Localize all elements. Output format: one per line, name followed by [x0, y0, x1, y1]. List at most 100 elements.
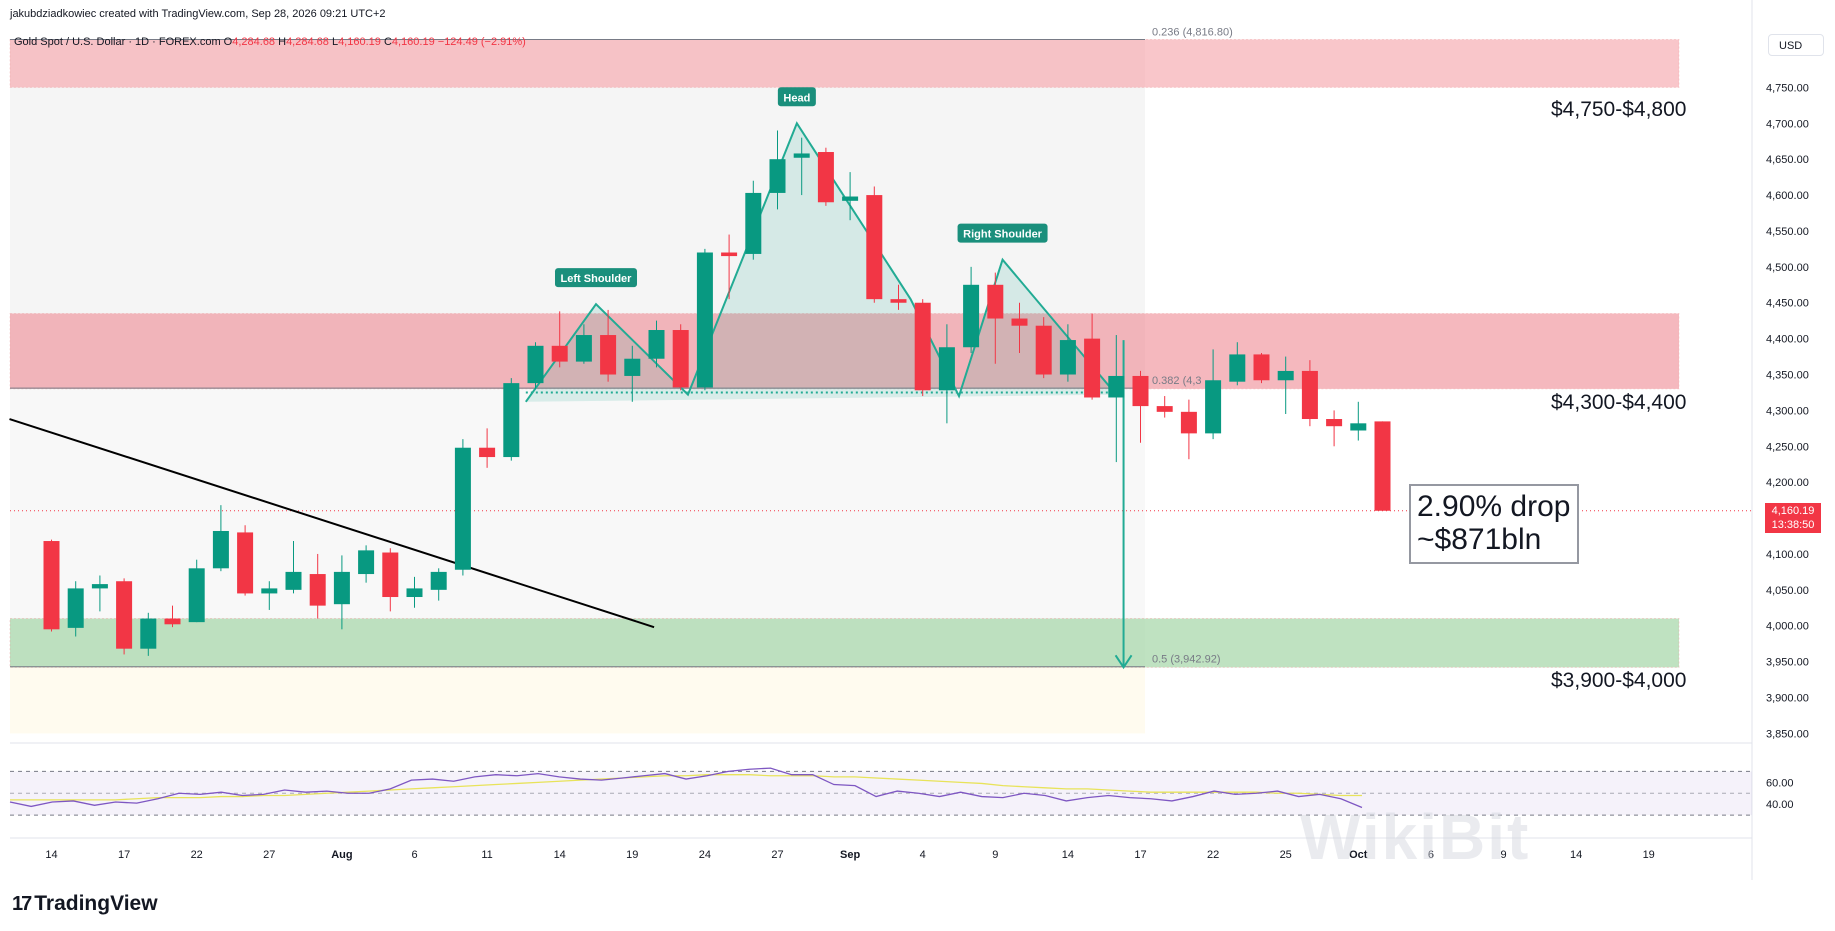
brand-name: TradingView [34, 892, 158, 915]
symbol-legend-part-0: Gold Spot / U.S. Dollar · 1D · FOREX.com [14, 36, 224, 48]
zone-label-bottom: $3,900-$4,000 [1551, 669, 1687, 692]
tradingview-logo-icon: 17 [12, 892, 32, 915]
fib-region-lower [10, 666, 1145, 734]
rsi-ma-line [10, 774, 1362, 801]
candle-body-27 [696, 252, 713, 388]
rsi-tick-0: 60.00 [1766, 777, 1794, 789]
zone-rect-2 [9, 618, 1680, 668]
candle-body-32 [817, 152, 834, 203]
watermark-logo: WikiBit [1300, 801, 1531, 873]
candle-body-17 [454, 447, 471, 570]
symbol-legend-part-2: 4,284.68 [232, 36, 278, 48]
candle-body-12 [333, 571, 350, 605]
x-tick-13: 9 [992, 849, 998, 861]
x-tick-9: 24 [699, 849, 711, 861]
pattern-tag-2: Right Shoulder [963, 229, 1043, 241]
x-tick-12: 4 [920, 849, 926, 861]
candle-body-35 [890, 299, 907, 303]
candle-body-33 [842, 196, 859, 201]
rsi-line [9, 767, 1363, 809]
y-tick-1: 4,700.00 [1766, 118, 1809, 130]
candle-body-47 [1180, 411, 1197, 434]
x-tick-18: Oct [1349, 849, 1368, 861]
y-tick-14: 4,050.00 [1766, 585, 1809, 597]
x-tick-20: 9 [1500, 849, 1506, 861]
candle-body-22 [575, 335, 592, 362]
y-tick-4: 4,550.00 [1766, 226, 1809, 238]
symbol-legend-part-5: L [332, 36, 338, 48]
candle-body-25 [648, 330, 665, 359]
candle-body-28 [721, 252, 738, 257]
candle-body-55 [1374, 421, 1391, 511]
zone-label-middle: $4,300-$4,400 [1551, 391, 1687, 414]
pattern-tag-bg-2 [957, 223, 1048, 243]
trendline [9, 418, 655, 629]
candle-body-49 [1229, 354, 1246, 382]
x-tick-2: 22 [191, 849, 203, 861]
bar-countdown: 13:38:50 [1771, 519, 1815, 531]
symbol-legend-part-8: 4,160.19 [392, 36, 438, 48]
pattern-tag-bg-1 [777, 87, 816, 107]
candle-body-43 [1084, 338, 1101, 398]
candle-body-42 [1059, 340, 1076, 375]
drop-annotation-line1: 2.90% drop [1417, 490, 1571, 523]
candle-body-8 [237, 532, 254, 594]
y-tick-13: 4,100.00 [1766, 549, 1809, 561]
y-tick-2: 4,650.00 [1766, 154, 1809, 166]
y-tick-9: 4,300.00 [1766, 405, 1809, 417]
pattern-tag-1: Head [783, 92, 810, 104]
candle-body-41 [1035, 325, 1052, 375]
fib-label-2: 0.5 (3,942.92) [1152, 654, 1221, 666]
currency-button[interactable]: USD [1768, 34, 1824, 56]
y-tick-0: 4,750.00 [1766, 82, 1809, 94]
candle-body-6 [188, 568, 205, 623]
candle-body-2 [91, 584, 108, 589]
candle-body-14 [382, 552, 399, 598]
symbol-legend-part-1: O [224, 36, 233, 48]
drop-annotation-line2: ~$871bln [1417, 523, 1542, 556]
y-tick-18: 3,850.00 [1766, 728, 1809, 740]
candle-body-23 [600, 335, 617, 375]
pattern-tag-bg-0 [555, 268, 637, 288]
y-tick-15: 4,000.00 [1766, 621, 1809, 633]
symbol-legend-part-3: H [278, 36, 286, 48]
chart-credit: jakubdziadkowiec created with TradingVie… [10, 8, 386, 20]
candle-body-53 [1326, 419, 1343, 427]
x-tick-19: 6 [1428, 849, 1434, 861]
candle-body-21 [551, 345, 568, 362]
y-tick-16: 3,950.00 [1766, 657, 1809, 669]
x-tick-22: 19 [1643, 849, 1655, 861]
candle-body-7 [212, 530, 229, 569]
candle-body-52 [1301, 370, 1318, 420]
y-tick-6: 4,450.00 [1766, 298, 1809, 310]
pattern-fill [525, 123, 1117, 402]
x-tick-14: 14 [1062, 849, 1074, 861]
candle-body-9 [261, 588, 278, 594]
candle-body-0 [43, 541, 60, 630]
y-tick-5: 4,500.00 [1766, 262, 1809, 274]
candle-body-19 [503, 383, 520, 458]
x-tick-4: Aug [331, 849, 352, 861]
candle-body-34 [866, 195, 883, 300]
candle-body-5 [164, 618, 181, 625]
x-tick-8: 19 [626, 849, 638, 861]
candle-body-54 [1350, 423, 1367, 431]
candle-body-10 [285, 571, 302, 590]
pattern-tag-0: Left Shoulder [561, 273, 633, 285]
candle-body-48 [1205, 380, 1222, 434]
candle-body-24 [624, 358, 641, 376]
rsi-tick-1: 40.00 [1766, 799, 1794, 811]
drop-annotation-box[interactable]: 2.90% drop ~$871bln [1409, 484, 1579, 564]
candle-body-38 [963, 284, 980, 348]
candle-body-20 [527, 345, 544, 384]
x-tick-17: 25 [1280, 849, 1292, 861]
tradingview-brand[interactable]: 17 TradingView [12, 892, 158, 916]
candle-body-16 [430, 571, 447, 590]
x-tick-15: 17 [1134, 849, 1146, 861]
candle-body-37 [938, 347, 955, 391]
candle-body-45 [1132, 375, 1149, 407]
symbol-legend-part-4: 4,284.68 [286, 36, 332, 48]
fib-label-0: 0.236 (4,816.80) [1152, 26, 1233, 38]
candle-body-46 [1156, 406, 1173, 412]
